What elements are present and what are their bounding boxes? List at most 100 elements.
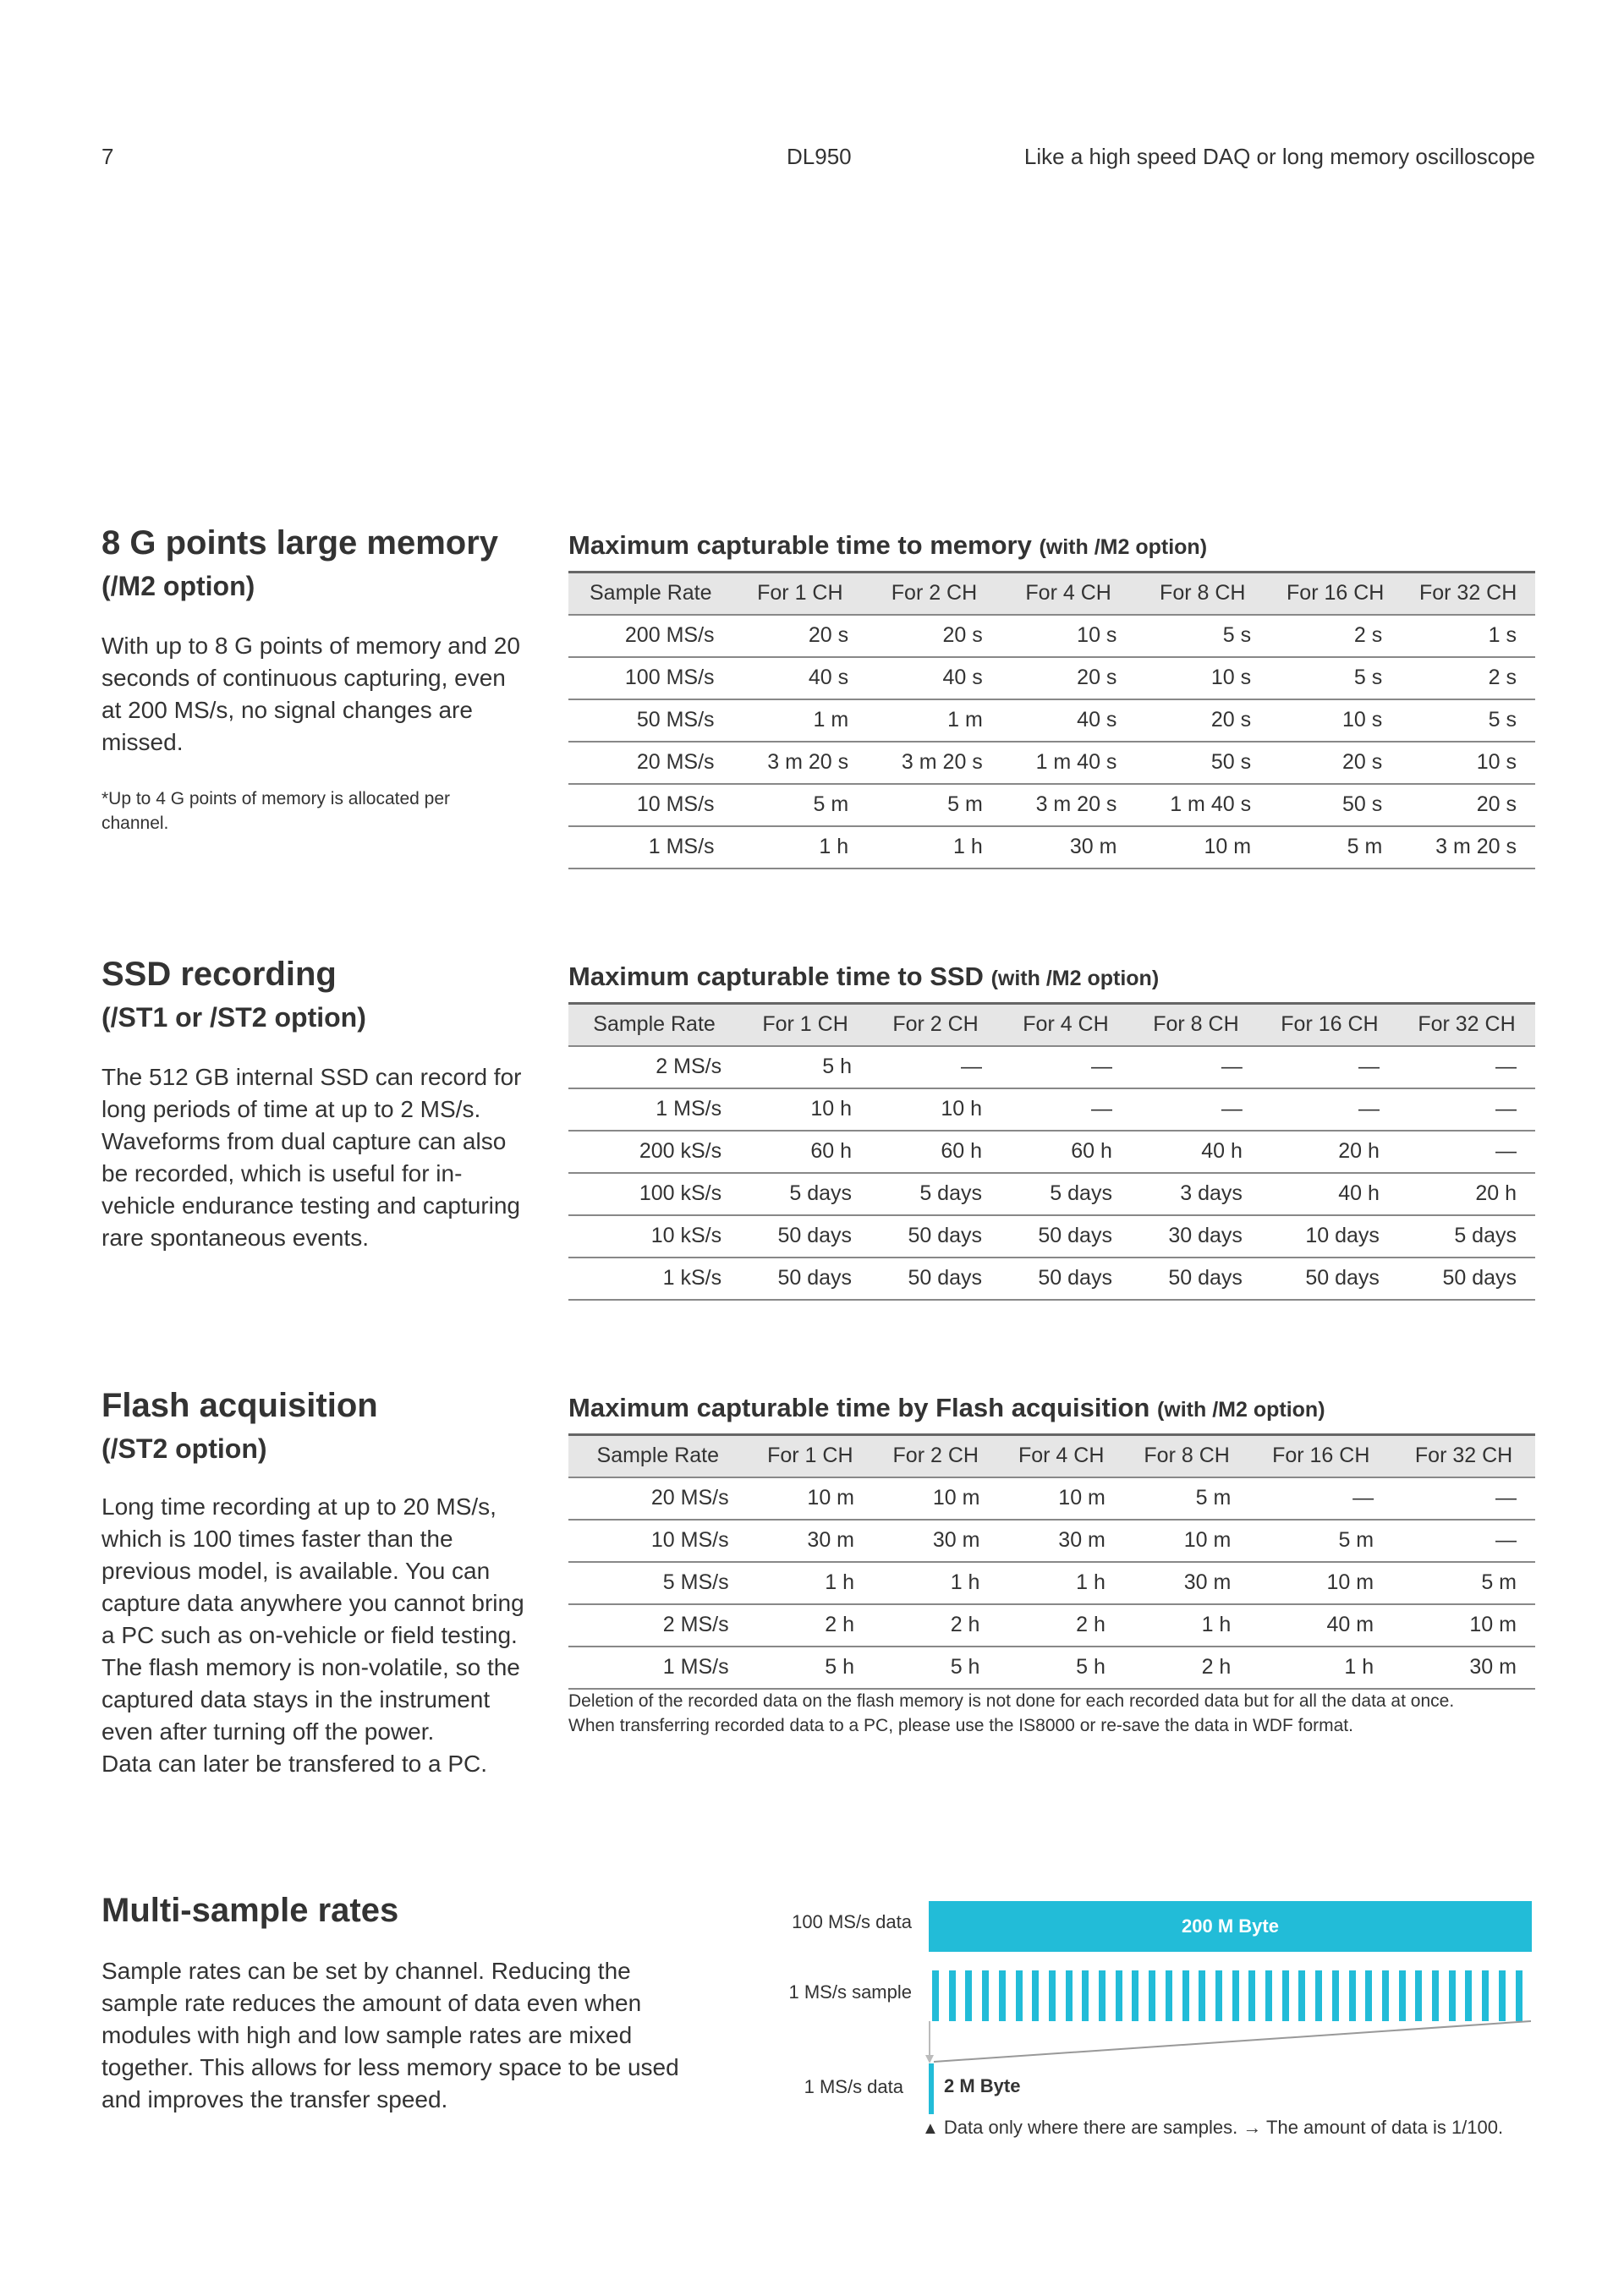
sample-bar (1465, 1970, 1473, 2021)
flash-heading: Flash acquisition (102, 1387, 378, 1424)
sample-rate-cell: 200 MS/s (568, 614, 733, 658)
table-cell: 1 h (732, 825, 868, 869)
table-cell: 30 m (1123, 1561, 1250, 1605)
column-header: For 32 CH (1397, 1002, 1535, 1047)
sample-bar (1298, 1970, 1306, 2021)
table-cell: 1 h (998, 1561, 1124, 1605)
table-cell: — (1001, 1045, 1131, 1089)
table-cell: 50 days (870, 1257, 1001, 1301)
product-name: DL950 (787, 144, 852, 169)
table-row: 2 MS/s 5 h — — — — — (568, 1045, 1535, 1089)
flash-footnote: Deletion of the recorded data on the fla… (568, 1691, 1455, 1735)
sample-bar (1498, 1970, 1506, 2021)
table-cell: — (1260, 1045, 1398, 1089)
table-cell: 10 m (1135, 825, 1270, 869)
table-row: 1 kS/s 50 days 50 days 50 days 50 days 50 day… (568, 1257, 1535, 1301)
table-cell: 1 h (747, 1561, 874, 1605)
table-cell: 5 days (740, 1172, 871, 1216)
table-cell: — (1397, 1045, 1535, 1089)
table-cell: 40 h (1130, 1130, 1261, 1174)
table-cell: 5 m (1123, 1477, 1250, 1521)
table-cell: 10 s (1135, 656, 1270, 700)
sample-bar (1182, 1970, 1189, 2021)
diagonal-arrow (933, 2020, 1532, 2063)
table-cell: 60 h (740, 1130, 871, 1174)
table-cell: 1 m 40 s (1135, 783, 1270, 827)
table-cell: 60 h (870, 1130, 1001, 1174)
table-cell: 1 h (1123, 1603, 1250, 1647)
table-cell: 50 days (1130, 1257, 1261, 1301)
sample-bar (1432, 1970, 1439, 2021)
sample-bar (1398, 1970, 1406, 2021)
sample-bar (948, 1970, 956, 2021)
table-cell: 30 m (873, 1519, 999, 1563)
page-number: 7 (102, 144, 114, 169)
table-cell: 10 m (1392, 1603, 1535, 1647)
tagline: Like a high speed DAQ or long memory osc… (1023, 144, 1535, 169)
table-cell: 40 s (732, 656, 868, 700)
ssd-table-title: Maximum capturable time to SSD (with /M2… (568, 962, 1160, 991)
table-cell: 50 days (740, 1214, 871, 1258)
table-cell: 30 m (998, 1519, 1124, 1563)
memory-table-title: Maximum capturable time to memory (with … (568, 530, 1208, 560)
sample-rate-cell: 50 MS/s (568, 699, 733, 743)
sample-rate-cell: 100 MS/s (568, 656, 733, 700)
sample-rate-cell: 10 MS/s (568, 783, 733, 827)
table-cell: 5 m (1249, 1519, 1393, 1563)
label-high: 100 MS/s data (792, 1911, 912, 1932)
sample-rate-cell: 1 MS/s (568, 1088, 741, 1132)
column-header: Sample Rate (568, 571, 733, 616)
table-cell: 5 m (867, 783, 1001, 827)
table-cell: — (1130, 1045, 1261, 1089)
high-size: 200 M Byte (1182, 1915, 1279, 1937)
sample-bar (1082, 1970, 1089, 2021)
column-header: Sample Rate (568, 1433, 748, 1478)
table-cell: 5 h (998, 1646, 1124, 1690)
column-header: For 32 CH (1392, 1433, 1535, 1478)
table-cell: 1 h (867, 825, 1001, 869)
flash-table-title: Maximum capturable time by Flash acquisi… (568, 1393, 1325, 1422)
table-cell: 10 s (1401, 741, 1535, 785)
table-cell: 5 days (1397, 1214, 1535, 1258)
table-cell: 5 s (1135, 614, 1270, 658)
column-header: For 2 CH (873, 1433, 999, 1478)
table-cell: 40 h (1260, 1172, 1398, 1216)
table-cell: 1 m (867, 699, 1001, 743)
sample-bar (1265, 1970, 1272, 2021)
sample-rate-cell: 20 MS/s (568, 1477, 748, 1521)
table-cell: 2 s (1401, 656, 1535, 700)
table-cell: — (1249, 1477, 1393, 1521)
high-data-bar: 200 M Byte (929, 1901, 1532, 1952)
sample-bar (1015, 1970, 1023, 2021)
table-cell: 10 m (873, 1477, 999, 1521)
table-cell: 5 s (1401, 699, 1535, 743)
sample-bar (1331, 1970, 1339, 2021)
ssd-subheading: (/ST1 or /ST2 option) (102, 1002, 366, 1033)
sample-bar (1149, 1970, 1156, 2021)
sample-bar (1232, 1970, 1239, 2021)
table-row: 20 MS/s 10 m 10 m 10 m5 m — — (568, 1477, 1535, 1521)
table-cell: 50 days (1001, 1257, 1131, 1301)
table-cell: — (1392, 1477, 1535, 1521)
table-cell: 1 m (732, 699, 868, 743)
table-cell: 30 m (1001, 825, 1136, 869)
sample-bar (1132, 1970, 1139, 2021)
sample-bar (1348, 1970, 1356, 2021)
flash-subheading: (/ST2 option) (102, 1433, 267, 1464)
label-low: 1 MS/s data (804, 2076, 903, 2097)
table-cell: 50 days (1001, 1214, 1131, 1258)
table-row: 10 MS/s 30 m 30 m 30 m 10 m5 m — (568, 1519, 1535, 1563)
arrow-head-icon (925, 2055, 934, 2063)
sample-bar (1415, 1970, 1423, 2021)
table-cell: — (1001, 1088, 1131, 1132)
table-header-row: Sample Rate For 1 CH For 2 CH For 4 CH For 8… (568, 571, 1535, 616)
diagram-caption: ▲ Data only where there are samples. → T… (922, 2117, 1504, 2138)
memory-note: *Up to 4 G points of memory is allocated… (102, 789, 451, 833)
column-header: For 32 CH (1401, 571, 1535, 616)
table-cell: 20 s (1001, 656, 1136, 700)
